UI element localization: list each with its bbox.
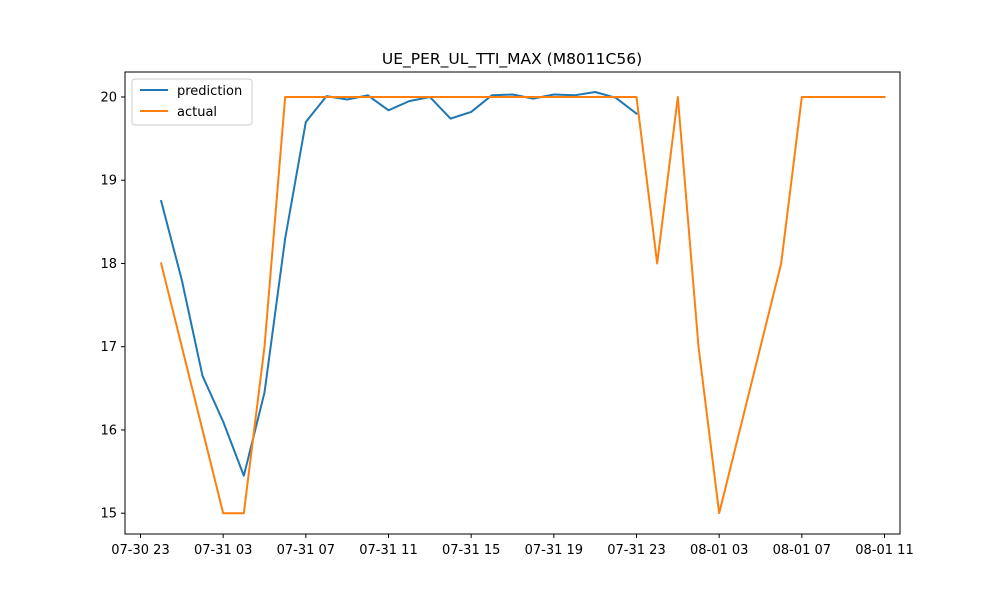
series-line-prediction	[159, 90, 638, 477]
y-tick-label: 20	[100, 90, 117, 105]
x-tick-label: 07-31 15	[442, 543, 500, 558]
legend: prediction actual	[131, 78, 253, 126]
x-tick-label: 07-31 23	[607, 543, 665, 558]
x-tick-label: 07-31 07	[277, 543, 335, 558]
y-tick-label: 16	[100, 423, 117, 438]
y-tick-label: 18	[100, 257, 117, 272]
x-axis: 07-30 23 07-31 03 07-31 07 07-31 11 07-31 15…	[111, 534, 914, 558]
chart-title: UE_PER_UL_TTI_MAX (M8011C56)	[382, 50, 642, 69]
x-tick-label: 07-31 03	[194, 543, 252, 558]
x-tick-label: 08-01 03	[690, 543, 748, 558]
y-tick-label: 19	[100, 174, 117, 189]
y-tick-label: 17	[100, 340, 117, 355]
series-line-actual	[159, 95, 886, 515]
y-tick-label: 15	[100, 507, 117, 522]
legend-label-prediction: prediction	[177, 84, 242, 99]
x-tick-label: 07-31 19	[525, 543, 583, 558]
y-axis: 15 16 17 18 19 20	[100, 90, 125, 522]
plot-area-frame	[124, 71, 901, 535]
x-tick-label: 08-01 07	[773, 543, 831, 558]
x-tick-label: 07-31 11	[359, 543, 417, 558]
x-tick-label: 08-01 11	[855, 543, 913, 558]
x-tick-label: 07-30 23	[111, 543, 169, 558]
legend-label-actual: actual	[177, 105, 217, 120]
series-layer	[159, 90, 886, 515]
